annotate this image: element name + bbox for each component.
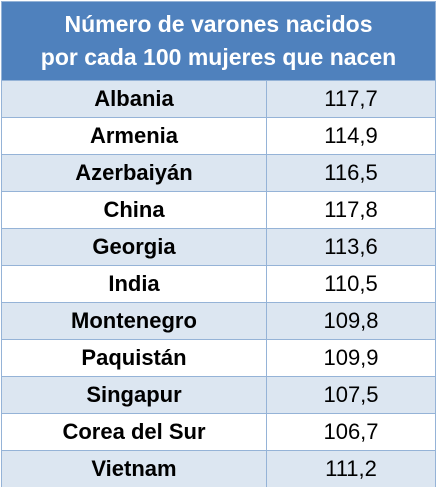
value-cell: 106,7 bbox=[323, 419, 379, 444]
country-cell: Vietnam bbox=[2, 451, 267, 487]
value-cell: 117,7 bbox=[324, 86, 378, 111]
value-cell: 107,5 bbox=[323, 382, 379, 407]
header-title-line: Número de varones nacidos bbox=[64, 11, 373, 37]
country-cell: Armenia bbox=[2, 118, 267, 154]
table-header: Número de varones nacidos por cada 100 mu… bbox=[2, 2, 435, 80]
country-cell: Azerbaiyán bbox=[2, 155, 267, 191]
country-cell: India bbox=[2, 266, 267, 302]
table-row: Vietnam 111,2 bbox=[2, 450, 435, 487]
table-row: Georgia 113,6 bbox=[2, 228, 435, 265]
table-row: Paquistán 109,9 bbox=[2, 339, 435, 376]
table-body: Albania 117,7 Armenia 114,9 Azerbaiyán 116,5 C… bbox=[2, 80, 435, 487]
country-cell: Albania bbox=[2, 81, 267, 117]
value-cell: 111,2 bbox=[325, 456, 377, 481]
country-cell: Corea del Sur bbox=[2, 414, 267, 450]
header-title-line: por cada 100 mujeres que nacen bbox=[40, 44, 397, 70]
table-row: India 110,5 bbox=[2, 265, 435, 302]
country-cell: China bbox=[2, 192, 267, 228]
country-cell: Georgia bbox=[2, 229, 267, 265]
value-cell: 109,8 bbox=[323, 308, 379, 333]
table-row: Montenegro 109,8 bbox=[2, 302, 435, 339]
table-row: Singapur 107,5 bbox=[2, 376, 435, 413]
table-row: Armenia 114,9 bbox=[2, 117, 435, 154]
value-cell: 109,9 bbox=[323, 345, 379, 370]
value-cell: 114,9 bbox=[324, 123, 378, 148]
table-row: Albania 117,7 bbox=[2, 80, 435, 117]
table-row: Azerbaiyán 116,5 bbox=[2, 154, 435, 191]
country-cell: Montenegro bbox=[2, 303, 267, 339]
country-cell: Paquistán bbox=[2, 340, 267, 376]
country-cell: Singapur bbox=[2, 377, 267, 413]
value-cell: 116,5 bbox=[324, 160, 378, 185]
table-row: Corea del Sur 106,7 bbox=[2, 413, 435, 450]
value-cell: 110,5 bbox=[324, 271, 378, 296]
table-row: China 117,8 bbox=[2, 191, 435, 228]
value-cell: 113,6 bbox=[324, 234, 378, 259]
value-cell: 117,8 bbox=[324, 197, 378, 222]
